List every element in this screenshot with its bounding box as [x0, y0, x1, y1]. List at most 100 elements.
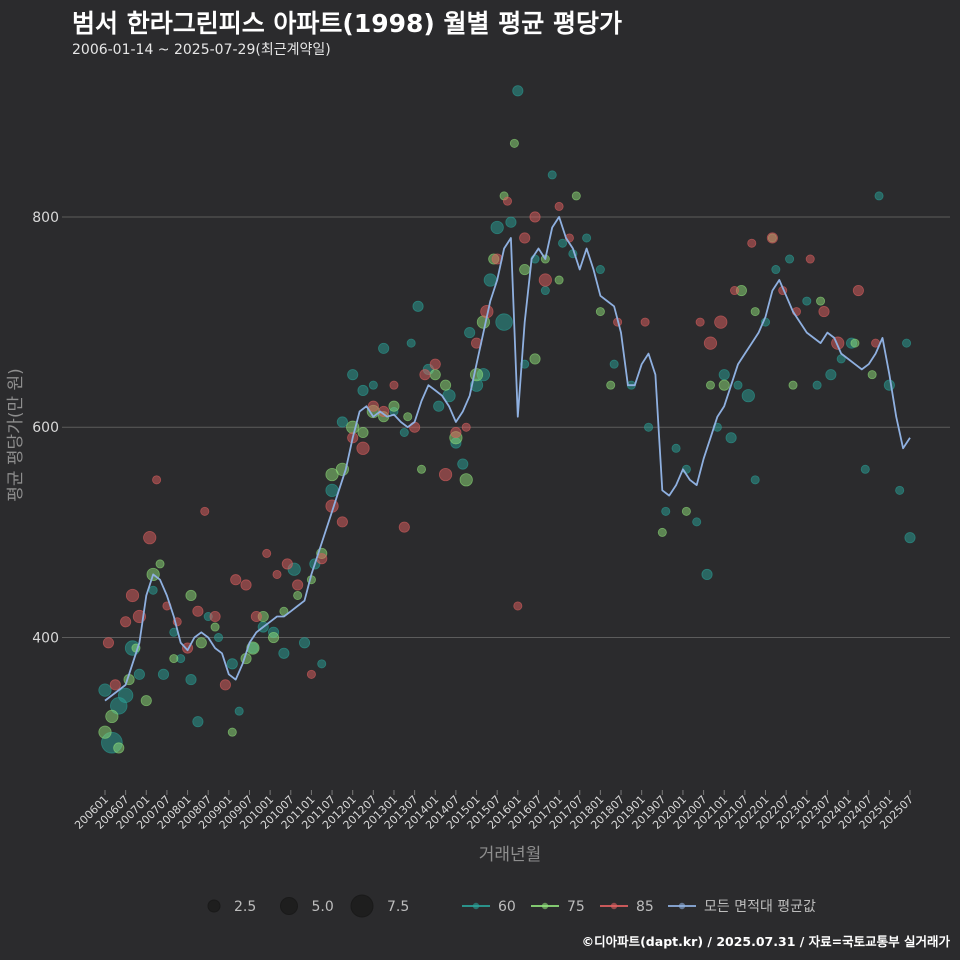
- point-85: [438, 467, 453, 482]
- point-75: [681, 506, 691, 516]
- point-85: [747, 238, 757, 248]
- point-60: [336, 416, 348, 428]
- point-60: [895, 485, 905, 495]
- point-75: [98, 725, 112, 739]
- point-85: [529, 211, 541, 223]
- point-60: [540, 286, 550, 296]
- point-85: [513, 601, 523, 611]
- point-60: [644, 422, 654, 432]
- point-85: [367, 400, 379, 412]
- point-75: [140, 695, 152, 707]
- point-85: [281, 558, 293, 570]
- point-60: [378, 342, 390, 354]
- legend-size-label: 5.0: [312, 899, 334, 915]
- point-60: [148, 585, 158, 595]
- point-60: [347, 369, 359, 381]
- y-axis-title: 평균 평당가(만 원): [6, 368, 26, 502]
- point-60: [812, 380, 822, 390]
- point-75: [325, 467, 339, 482]
- point-75: [509, 138, 519, 148]
- point-85: [714, 315, 728, 329]
- point-85: [519, 232, 531, 244]
- point-85: [102, 637, 114, 649]
- point-60: [512, 85, 524, 97]
- point-60: [904, 532, 916, 544]
- point-75: [440, 379, 452, 391]
- point-85: [419, 369, 431, 381]
- point-60: [433, 400, 445, 412]
- point-60: [860, 464, 870, 474]
- point-85: [461, 422, 471, 432]
- legend-size-label: 2.5: [234, 899, 256, 915]
- point-85: [703, 336, 718, 350]
- legend-size-label: 7.5: [387, 899, 409, 915]
- point-60: [802, 296, 812, 306]
- point-85: [450, 426, 462, 439]
- point-75: [469, 368, 484, 382]
- point-85: [538, 273, 552, 287]
- point-60: [278, 647, 290, 659]
- point-75: [268, 631, 280, 644]
- point-60: [368, 380, 378, 390]
- legend-label-avg: 모든 면적대 평균값: [704, 899, 816, 915]
- point-60: [741, 389, 755, 403]
- legend-key-dot: [610, 902, 618, 910]
- point-60: [733, 380, 743, 390]
- point-60: [214, 633, 224, 643]
- point-60: [226, 658, 238, 670]
- point-75: [750, 307, 760, 317]
- point-60: [547, 170, 557, 180]
- point-60: [558, 238, 568, 248]
- point-85: [389, 380, 399, 390]
- point-85: [852, 285, 864, 297]
- y-tick-label: 600: [32, 420, 59, 436]
- point-85: [152, 475, 162, 485]
- point-85: [192, 605, 204, 617]
- point-60: [661, 506, 671, 516]
- point-75: [105, 709, 119, 723]
- point-75: [357, 426, 369, 439]
- average-line: [104, 216, 911, 702]
- point-60: [725, 432, 737, 444]
- point-60: [692, 517, 702, 527]
- point-85: [250, 610, 262, 623]
- point-60: [185, 674, 197, 686]
- point-85: [640, 317, 650, 327]
- y-axis-ticks: 400 600 800: [32, 210, 59, 647]
- point-60: [406, 338, 416, 348]
- point-75: [246, 641, 260, 655]
- point-85: [240, 579, 252, 591]
- point-85: [502, 196, 512, 206]
- scatter-points: [98, 85, 916, 754]
- chart-subtitle: 2006-01-14 ~ 2025-07-29(최근계약일): [72, 42, 331, 58]
- point-85: [120, 616, 132, 628]
- point-60: [317, 659, 327, 669]
- point-60: [490, 220, 504, 235]
- gridlines: [62, 216, 950, 639]
- point-60: [412, 300, 424, 312]
- point-60: [785, 254, 795, 264]
- point-75: [416, 464, 426, 474]
- point-75: [169, 654, 179, 664]
- point-60: [464, 327, 476, 339]
- point-60: [495, 313, 513, 331]
- point-85: [230, 574, 242, 586]
- x-axis-ticks: 2006012006072007012007072008012008072009…: [72, 790, 916, 832]
- point-75: [554, 275, 564, 285]
- point-60: [718, 369, 730, 381]
- point-75: [788, 380, 798, 390]
- point-75: [595, 307, 605, 317]
- point-75: [571, 191, 581, 201]
- point-60: [505, 216, 517, 228]
- point-75: [293, 590, 303, 600]
- legend-label-s75: 75: [567, 899, 585, 915]
- point-60: [883, 379, 895, 391]
- point-75: [657, 527, 667, 537]
- point-75: [519, 263, 531, 276]
- legend-label-s60: 60: [498, 899, 516, 915]
- x-axis-title: 거래년월: [479, 845, 542, 865]
- point-60: [609, 359, 619, 369]
- point-85: [200, 506, 210, 516]
- point-60: [825, 369, 837, 381]
- point-85: [356, 441, 370, 455]
